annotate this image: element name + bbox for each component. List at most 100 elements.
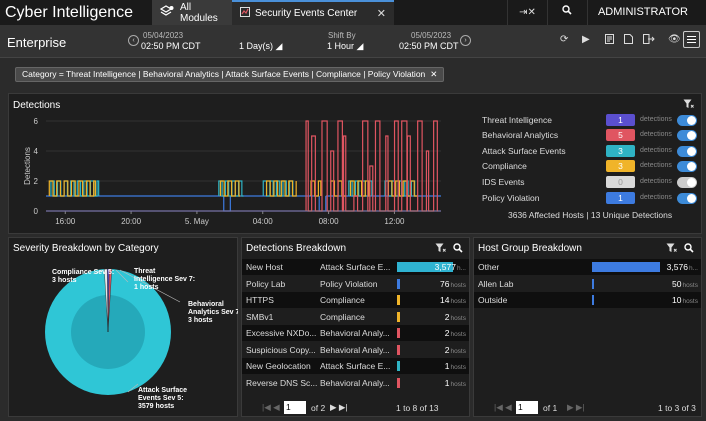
refresh-icon[interactable]: ⟳ xyxy=(560,34,569,45)
detections-summary: 3636 Affected Hosts | 13 Unique Detectio… xyxy=(508,210,673,220)
y-tick-label: 6 xyxy=(34,117,39,126)
toggle-compliance[interactable] xyxy=(677,161,697,172)
table-row[interactable]: Policy Lab Policy Violation 76hosts xyxy=(242,276,469,292)
legend-behavioral-analytics: Behavioral Analytics 5 detections xyxy=(482,129,700,142)
table-row[interactable]: Other 3,576h... xyxy=(474,259,701,275)
count-badge: 0 xyxy=(606,176,635,188)
x-tick-label: 08:00 xyxy=(319,217,340,226)
scope-selector[interactable]: Enterprise xyxy=(7,35,67,50)
time-back-icon[interactable]: ‹ xyxy=(128,35,139,46)
time-bar: Enterprise ‹ 05/04/2023 02:50 PM CDT 1 D… xyxy=(0,25,706,58)
table-row[interactable]: New Host Attack Surface E... 3,577h... xyxy=(242,259,469,275)
pie-label: Intelligence Sev 7: xyxy=(134,276,195,283)
filter-bar: Category = Threat Intelligence | Behavio… xyxy=(0,58,706,90)
filter-chip-text: Category = Threat Intelligence | Behavio… xyxy=(22,69,426,79)
tab-security-events-center[interactable]: Security Events Center ✕ xyxy=(232,0,394,25)
severity-pie-chart[interactable]: Compliance Sev 5:3 hostsThreatIntelligen… xyxy=(8,252,238,417)
pie-label-connector xyxy=(119,269,181,303)
legend-compliance: Compliance 3 detections xyxy=(482,160,700,173)
breakdown-first-page-icon[interactable]: |◀ ◀ xyxy=(262,402,280,412)
detection-name: New Geolocation xyxy=(246,361,311,371)
export-icon[interactable] xyxy=(643,34,655,47)
shift-select[interactable]: 1 Hour ◢ xyxy=(327,41,364,51)
start-time: 02:50 PM CDT xyxy=(141,41,201,51)
y-tick-label: 0 xyxy=(34,207,39,216)
range-select[interactable]: 1 Day(s) ◢ xyxy=(239,41,283,51)
user-menu[interactable]: ADMINISTRATOR xyxy=(586,0,706,25)
tab-all-modules-label: All Modules xyxy=(180,1,218,24)
table-row[interactable]: Suspicious Copy... Behavioral Analy... 2… xyxy=(242,342,469,358)
table-row[interactable]: HTTPS Compliance 14hosts xyxy=(242,292,469,308)
detection-name: Reverse DNS Sc... xyxy=(246,377,318,388)
hamburger-menu-icon[interactable] xyxy=(683,31,700,48)
detection-name: SMBv1 xyxy=(246,311,274,322)
row-value: 10hosts xyxy=(671,295,698,305)
detection-category: Attack Surface E... xyxy=(320,361,391,371)
detection-name: Suspicious Copy... xyxy=(246,344,316,355)
start-date: 05/04/2023 xyxy=(143,31,184,40)
filter-chip[interactable]: Category = Threat Intelligence | Behavio… xyxy=(15,67,445,82)
document-icon[interactable] xyxy=(624,34,633,47)
play-icon[interactable]: ▶ xyxy=(582,34,590,45)
hostgroup-search-icon[interactable] xyxy=(684,243,694,255)
y-tick-label: 4 xyxy=(34,147,39,156)
host-group-name: Allen Lab xyxy=(478,278,514,289)
detection-category: Compliance xyxy=(320,295,365,305)
end-time: 02:50 PM CDT xyxy=(399,41,459,51)
time-forward-icon[interactable]: › xyxy=(460,35,471,46)
detections-chart[interactable]: 0 2 4 6 16:00 20:00 5. May 04:00 08:00 12:00 Detec… xyxy=(16,113,446,233)
search-icon[interactable] xyxy=(546,0,587,25)
pie-label: 3 hosts xyxy=(52,277,77,284)
row-value: 14hosts xyxy=(439,295,466,305)
filter-icon[interactable] xyxy=(683,99,694,111)
hostgroup-first-page-icon[interactable]: |◀ ◀ xyxy=(494,402,512,412)
row-bar xyxy=(592,295,594,305)
table-row[interactable]: New Geolocation Attack Surface E... 1hos… xyxy=(242,358,469,374)
toggle-threat-intelligence[interactable] xyxy=(677,115,697,126)
table-row[interactable]: Excessive NXDo... Behavioral Analy... 2h… xyxy=(242,325,469,341)
row-value: 1hosts xyxy=(444,361,466,371)
legend-threat-intelligence: Threat Intelligence 1 detections xyxy=(482,114,700,127)
pie-label-connector xyxy=(92,269,104,275)
row-bar xyxy=(397,262,453,272)
row-value: 50hosts xyxy=(671,278,698,289)
table-row[interactable]: Outside 10hosts xyxy=(474,292,701,308)
detection-category: Policy Violation xyxy=(320,278,378,289)
tab-all-modules[interactable]: All Modules xyxy=(152,0,232,25)
pie-label: 3 hosts xyxy=(188,317,213,324)
detection-category: Behavioral Analy... xyxy=(320,328,390,338)
hostgroup-next-page-icon[interactable]: ▶ ▶| xyxy=(567,402,585,412)
visibility-icon[interactable]: 👁 xyxy=(668,34,681,45)
breakdown-next-page-icon[interactable]: ▶ ▶| xyxy=(330,402,348,412)
breakdown-search-icon[interactable] xyxy=(453,243,463,255)
hostgroup-range: 1 to 3 of 3 xyxy=(658,403,696,413)
modules-icon xyxy=(159,5,174,20)
legend-attack-surface-events: Attack Surface Events 3 detections xyxy=(482,145,700,158)
table-row[interactable]: Reverse DNS Sc... Behavioral Analy... 1h… xyxy=(242,375,469,391)
hostgroup-page-count: of 1 xyxy=(543,403,558,413)
collapse-icon[interactable]: ⇥✕ xyxy=(506,0,547,25)
toggle-policy-violation[interactable] xyxy=(677,193,697,204)
close-tab-icon[interactable]: ✕ xyxy=(376,8,386,20)
host-group-name: Other xyxy=(478,262,500,272)
breakdown-title: Detections Breakdown xyxy=(246,243,347,254)
report-icon[interactable] xyxy=(605,34,614,47)
pie-slice-behavioral-analytics xyxy=(107,268,112,333)
hostgroup-page-input[interactable]: 1 xyxy=(516,401,538,414)
pie-label: Events Sev 5: xyxy=(138,395,184,402)
breakdown-page-input[interactable]: 1 xyxy=(284,401,306,414)
toggle-attack-surface-events[interactable] xyxy=(677,146,697,157)
count-badge: 5 xyxy=(606,129,635,141)
table-row[interactable]: Allen Lab 50hosts xyxy=(474,276,701,292)
remove-filter-icon[interactable]: ✕ xyxy=(430,69,438,79)
pie-label: Compliance Sev 5: xyxy=(52,269,114,276)
breakdown-filter-icon[interactable] xyxy=(435,243,446,255)
table-row[interactable]: SMBv1 Compliance 2hosts xyxy=(242,309,469,325)
y-tick-label: 2 xyxy=(34,177,39,186)
toggle-ids-events[interactable] xyxy=(677,177,697,188)
hostgroup-filter-icon[interactable] xyxy=(666,243,677,255)
pie-label-connector xyxy=(127,383,139,393)
row-bar xyxy=(397,295,400,305)
toggle-behavioral-analytics[interactable] xyxy=(677,130,697,141)
count-badge: 1 xyxy=(606,114,635,126)
